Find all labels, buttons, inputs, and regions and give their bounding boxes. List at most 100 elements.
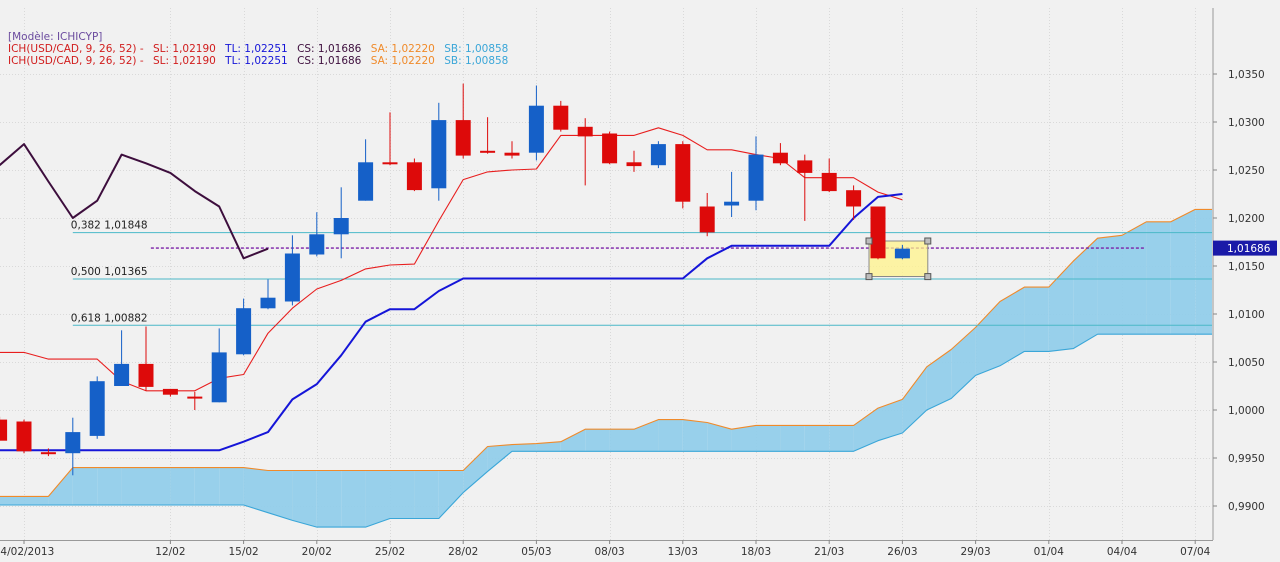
cloud-segment — [146, 467, 171, 505]
cloud-segment — [902, 366, 927, 433]
legend-cs: CS: 1,01686 — [297, 55, 362, 67]
x-tick-label: 05/03 — [521, 546, 551, 558]
bullish-candle — [309, 212, 325, 257]
bullish-candle — [748, 136, 764, 211]
bearish-candle — [187, 391, 203, 410]
legend-tl: TL: 1,02251 — [224, 55, 288, 67]
x-tick-label: 21/03 — [814, 546, 844, 558]
fib-label-0382: 0,382 1,01848 — [71, 220, 148, 232]
cloud-segment — [365, 470, 390, 528]
candle-body — [772, 152, 788, 164]
candle-body — [65, 432, 81, 454]
bullish-candle — [211, 328, 227, 403]
x-tick-label: 08/03 — [594, 546, 624, 558]
candle-body — [504, 152, 520, 156]
bullish-candle — [431, 102, 447, 201]
bearish-candle — [0, 416, 8, 441]
legend-prefix: ICH(USD/CAD, 9, 26, 52) - — [8, 55, 144, 67]
y-tick-label: 1,0050 — [1228, 357, 1265, 369]
candle-body — [260, 297, 276, 309]
candle-body — [358, 162, 374, 201]
cloud-segment — [658, 419, 683, 452]
bullish-candle — [260, 279, 276, 310]
cloud-segment — [878, 399, 903, 441]
bearish-candle — [675, 141, 691, 209]
selection-handle[interactable] — [865, 237, 873, 245]
cloud-segment — [0, 496, 24, 505]
candle-body — [675, 144, 691, 202]
cloud-segment — [1048, 261, 1074, 352]
cloud-segment — [536, 441, 561, 452]
x-tick-label: 29/03 — [960, 546, 990, 558]
bearish-candle — [602, 131, 618, 165]
cloud-segment — [463, 446, 488, 493]
cloud-segment — [170, 467, 195, 505]
cloud-segment — [1146, 221, 1171, 335]
selection-handle[interactable] — [924, 237, 932, 245]
y-tick-label: 1,0150 — [1228, 261, 1265, 273]
fib-label-0618: 0,618 1,00882 — [71, 312, 148, 324]
last-price-badge-value: 1,01686 — [1227, 243, 1271, 255]
legend-line-2: ICH(USD/CAD, 9, 26, 52) - SL: 1,02190 TL… — [8, 55, 508, 67]
candle-body — [480, 150, 496, 153]
bullish-candle — [650, 141, 666, 169]
senkou-span-b-line — [0, 333, 1220, 528]
selection-handle[interactable] — [865, 273, 873, 281]
bearish-candle — [626, 150, 642, 172]
bearish-candle — [772, 143, 788, 166]
candle-body — [797, 160, 813, 173]
selection-box[interactable] — [865, 206, 932, 281]
cloud-segment — [853, 408, 878, 452]
legend-sl: SL: 1,02190 — [153, 55, 216, 67]
candle-body — [0, 419, 8, 441]
candle-body — [602, 133, 618, 164]
cloud-segment — [24, 496, 49, 505]
candle-body — [138, 363, 154, 387]
bearish-candle — [480, 117, 496, 154]
bearish-candle — [699, 193, 715, 237]
cloud-segment — [1122, 221, 1147, 335]
cloud-segment — [268, 470, 293, 521]
bearish-candle — [382, 112, 398, 166]
x-tick-label: 01/04 — [1034, 546, 1065, 558]
candle-body — [211, 352, 227, 403]
cloud-segment — [634, 419, 659, 452]
x-axis-panel — [0, 540, 1280, 562]
bearish-candle — [406, 158, 422, 192]
bullish-candle — [528, 85, 544, 161]
x-tick-label: 04/02/2013 — [0, 546, 54, 558]
x-axis-ticks: 04/02/2013 12/02 15/02 20/02 25/02 28/02 05/03… — [0, 540, 1211, 558]
y-axis-panel — [1212, 8, 1280, 562]
cloud-segment — [487, 444, 512, 472]
x-tick-label: 28/02 — [448, 546, 478, 558]
candle-body — [284, 253, 300, 302]
y-tick-label: 0,9950 — [1228, 453, 1265, 465]
chikou-span-line — [0, 143, 269, 260]
fib-label-0500: 0,500 1,01365 — [71, 266, 148, 278]
cloud-segment — [560, 429, 586, 452]
bullish-candle — [236, 298, 252, 356]
legend-sl: SL: 1,02190 — [153, 43, 216, 55]
candle-body — [89, 381, 105, 436]
legend-sa: SA: 1,02220 — [371, 55, 435, 67]
cloud-segment — [390, 470, 415, 519]
legend: [Modèle: ICHICYP] ICH(USD/CAD, 9, 26, 52… — [8, 31, 508, 67]
x-tick-label: 07/04 — [1180, 546, 1211, 558]
axes: 1,0350 1,0300 1,0250 1,0200 1,0150 1,0100 1,00… — [0, 8, 1280, 562]
cloud-segment — [1170, 209, 1196, 335]
bearish-candle — [821, 158, 837, 193]
selection-handle[interactable] — [924, 273, 932, 281]
bullish-candle — [333, 187, 349, 259]
bearish-candle — [504, 141, 520, 159]
cloud-segment — [414, 470, 439, 519]
tenkan-sen-line — [0, 127, 903, 392]
y-tick-label: 1,0000 — [1228, 405, 1265, 417]
candle-body — [16, 421, 32, 452]
legend-sb: SB: 1,00858 — [444, 43, 508, 55]
candlesticks — [0, 83, 910, 476]
cloud-segment — [756, 425, 781, 452]
bullish-candle — [358, 139, 374, 201]
cloud-segment — [243, 467, 268, 513]
